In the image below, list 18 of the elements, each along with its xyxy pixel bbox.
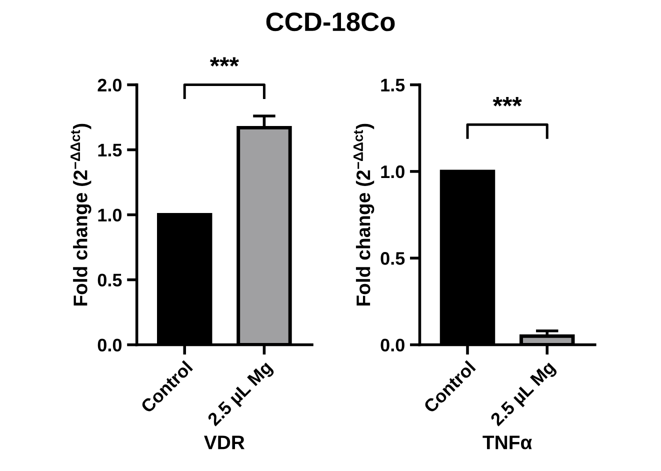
y-tick-label: 0.5 [380,252,405,265]
y-tick-label: 1.0 [381,165,404,178]
x-axis-title: TNFα [482,436,532,450]
x-tick-label: 2.5 µL Mg [490,360,558,430]
y-tick-label: 1.0 [98,208,122,222]
y-axis-title: Fold change (2$^{−ΔΔct}$) [354,124,374,306]
annotation: *** [492,97,522,106]
y-axis-title: Fold change (2$^{−ΔΔct}$) [70,124,92,306]
y-tick-label: 1.5 [381,78,405,92]
x-axis-title: VDR [204,436,245,450]
y-tick-label: 0.0 [380,338,404,352]
y-tick-label: 0.5 [98,274,122,286]
text: *** [210,57,239,66]
y-tick-label: 2.0 [98,78,122,92]
x-tick-label: 2.5 µL Mg [206,360,276,430]
y-tick-label: 0.0 [98,338,122,352]
chart-title: CCD-18Co [266,12,395,32]
y-tick-label: 1.5 [98,144,122,156]
